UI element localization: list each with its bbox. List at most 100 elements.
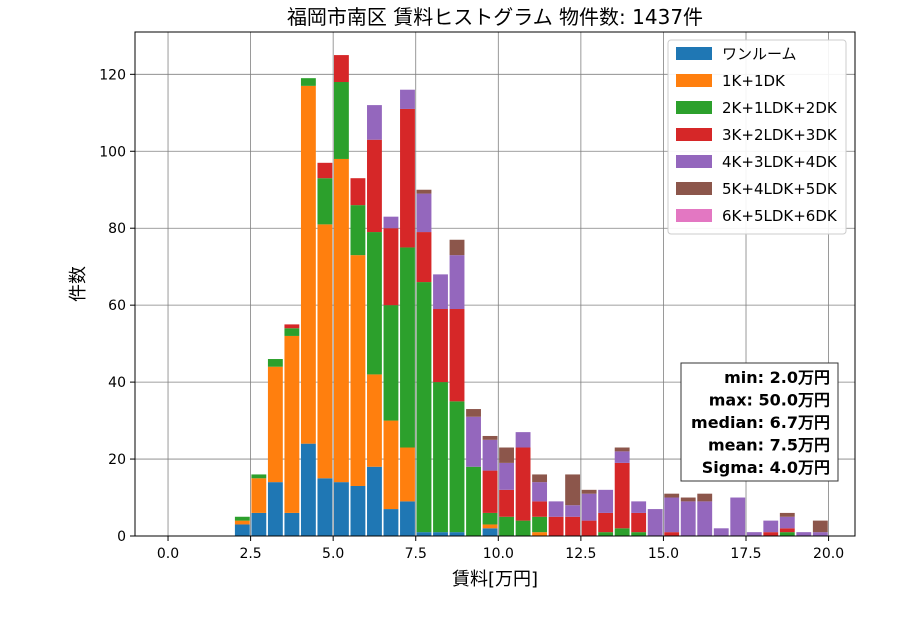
bar-segment [466,416,481,467]
chart-title: 福岡市南区 賃料ヒストグラム 物件数: 1437件 [287,5,703,29]
bar-segment [416,282,432,533]
y-tick-label: 100 [99,144,126,160]
bar-segment [664,493,680,498]
bar-segment [416,232,432,283]
bar-segment [284,335,300,513]
bar-segment [367,139,382,233]
bar-segment [234,520,250,525]
y-tick-label: 0 [117,529,126,545]
bar-segment [449,239,465,256]
bar-segment [515,447,531,521]
bar-segment [812,520,828,533]
bar-segment [713,528,729,536]
x-tick-label: 17.5 [730,546,761,562]
bar-segment [631,532,647,536]
bars-layer [234,55,828,536]
bar-segment [416,532,432,536]
bar-segment [284,512,300,536]
legend-swatch [676,182,712,195]
bar-segment [449,532,465,536]
bar-segment [317,478,333,536]
bar-segment [317,162,333,179]
bar-segment [515,520,531,536]
bar-segment [416,189,432,194]
y-tick-label: 120 [99,67,126,83]
bar-segment [796,532,812,536]
x-tick-label: 0.0 [157,546,179,562]
ticks-layer: 0.0 2.5 5.0 7.5 10.0 12.5 15.0 17.5 20.0 0 20 40 60 8… [99,67,844,562]
bar-segment [251,478,267,513]
bar-segment [350,255,366,486]
x-tick-label: 2.5 [239,546,261,562]
bar-segment [350,205,366,256]
stats-line: max: 50.0万円 [709,391,830,410]
bar-segment [234,516,250,521]
bar-segment [548,501,564,517]
bar-segment [614,528,630,536]
bar-segment [631,512,647,533]
x-tick-label: 5.0 [322,546,344,562]
bar-segment [532,501,548,517]
bar-segment [763,520,779,533]
bar-segment [383,305,399,421]
bar-segment [400,447,415,502]
bar-segment [251,474,267,479]
x-axis-label: 賃料[万円] [452,569,538,590]
legend-label: 6K+5LDK+6DK [722,207,838,225]
legend-swatch [676,128,712,141]
bar-segment [333,55,349,83]
bar-segment [284,328,300,336]
bar-segment [433,382,448,533]
legend-swatch [676,155,712,168]
bar-segment [317,178,333,225]
stats-line: Sigma: 4.0万円 [702,458,830,477]
bar-segment [482,439,498,471]
bar-segment [499,447,514,463]
stats-box-frame [680,362,839,482]
stats-line: min: 2.0万円 [724,368,830,387]
x-tick-label: 10.0 [483,546,514,562]
bar-segment [400,89,415,109]
bar-segment [449,401,465,533]
bar-segment [482,524,498,529]
stats-box: min: 2.0万円 max: 50.0万円 median: 6.7万円 mean: … [680,362,839,482]
y-tick-label: 40 [108,375,126,391]
legend-swatch [676,47,712,60]
bar-segment [598,512,614,533]
bar-segment [333,158,349,483]
bar-segment [565,505,581,517]
y-tick-label: 80 [108,221,126,237]
bar-segment [367,105,382,140]
bar-segment [449,309,465,402]
bar-segment [499,462,514,490]
plot-frame [134,31,856,537]
legend-label: 1K+1DK [722,72,786,90]
bar-segment [631,501,647,513]
bar-segment [565,474,581,506]
bar-segment [697,493,713,502]
bar-segment [284,324,300,329]
bar-segment [664,532,680,536]
bar-segment [367,374,382,467]
bar-segment [466,409,481,417]
legend-label: 2K+1LDK+2DK [722,99,838,117]
bar-segment [779,512,795,517]
bar-segment [532,532,548,536]
bar-segment [532,482,548,502]
bar-segment [400,501,415,536]
bar-segment [234,524,250,536]
bar-segment [300,443,316,536]
bar-segment [565,516,581,536]
bar-segment [581,493,597,521]
y-tick-label: 20 [108,452,126,468]
bar-segment [730,497,746,536]
bar-segment [812,532,828,536]
legend-box [667,39,847,235]
bar-segment [333,82,349,159]
bar-segment [499,489,514,517]
bar-segment [680,501,696,536]
bar-segment [746,532,762,536]
bar-segment [300,85,316,444]
bar-segment [300,78,316,86]
